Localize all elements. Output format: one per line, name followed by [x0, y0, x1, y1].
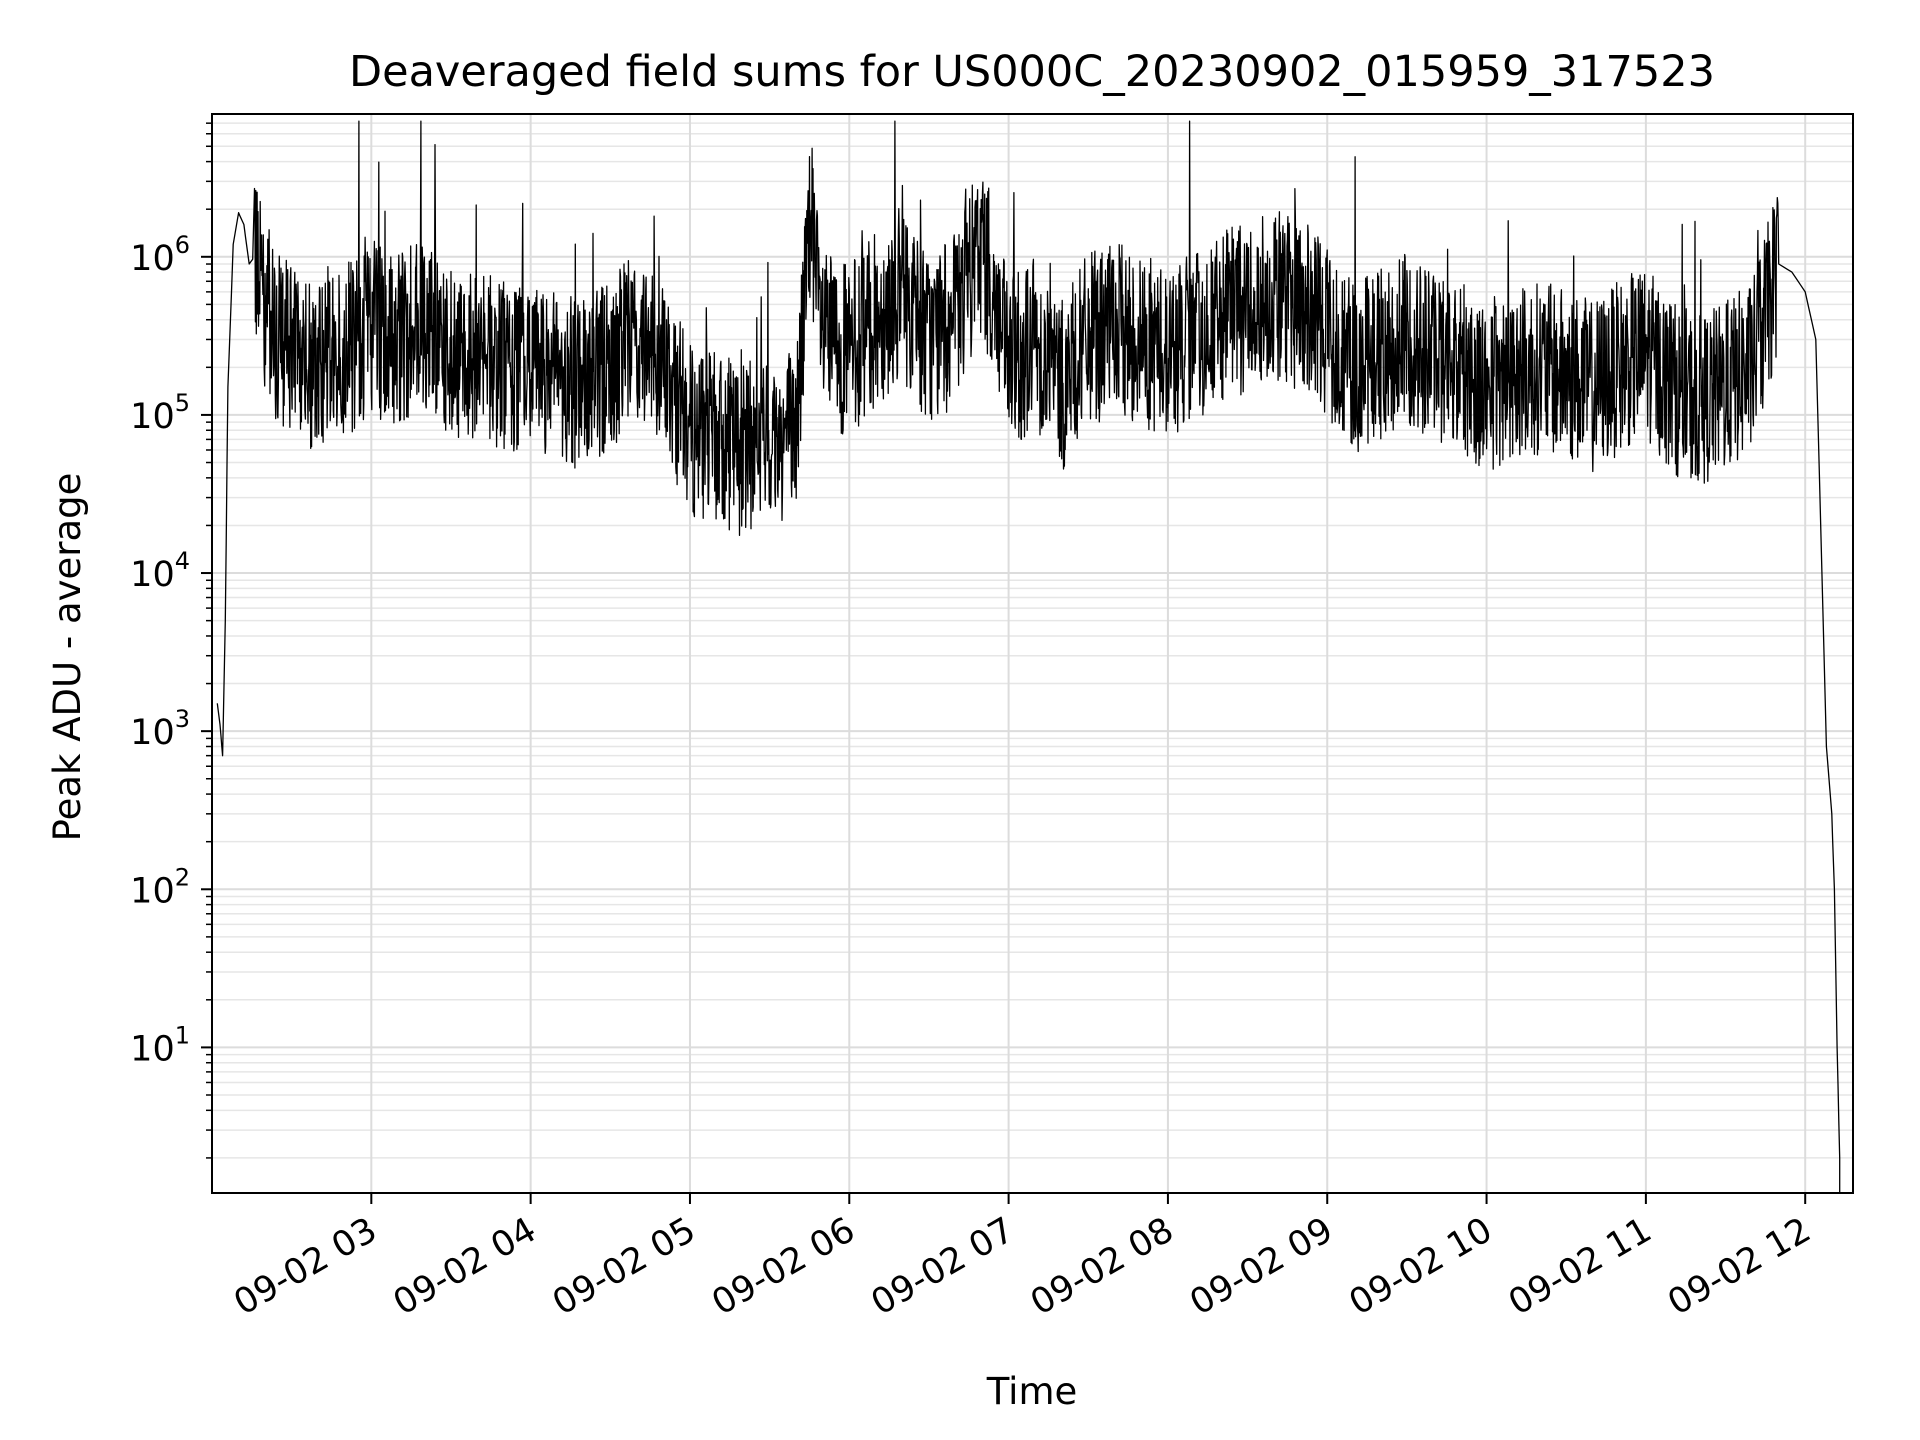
y-tick-label: 104	[130, 547, 190, 595]
y-tick-label: 101	[130, 1021, 190, 1069]
y-tick-label: 103	[130, 705, 190, 753]
chart-title: Deaveraged field sums for US000C_2023090…	[349, 47, 1715, 97]
data-layer	[216, 120, 1841, 1193]
x-axis-label: Time	[986, 1370, 1078, 1413]
y-tick-label: 102	[130, 863, 190, 911]
y-axis-label: Peak ADU - average	[46, 473, 89, 842]
y-tick-label: 105	[130, 389, 190, 437]
y-tick-label: 106	[130, 231, 190, 279]
grid-layer	[212, 114, 1853, 1193]
series-line	[216, 120, 1841, 1193]
plot-frame	[211, 113, 1854, 1194]
